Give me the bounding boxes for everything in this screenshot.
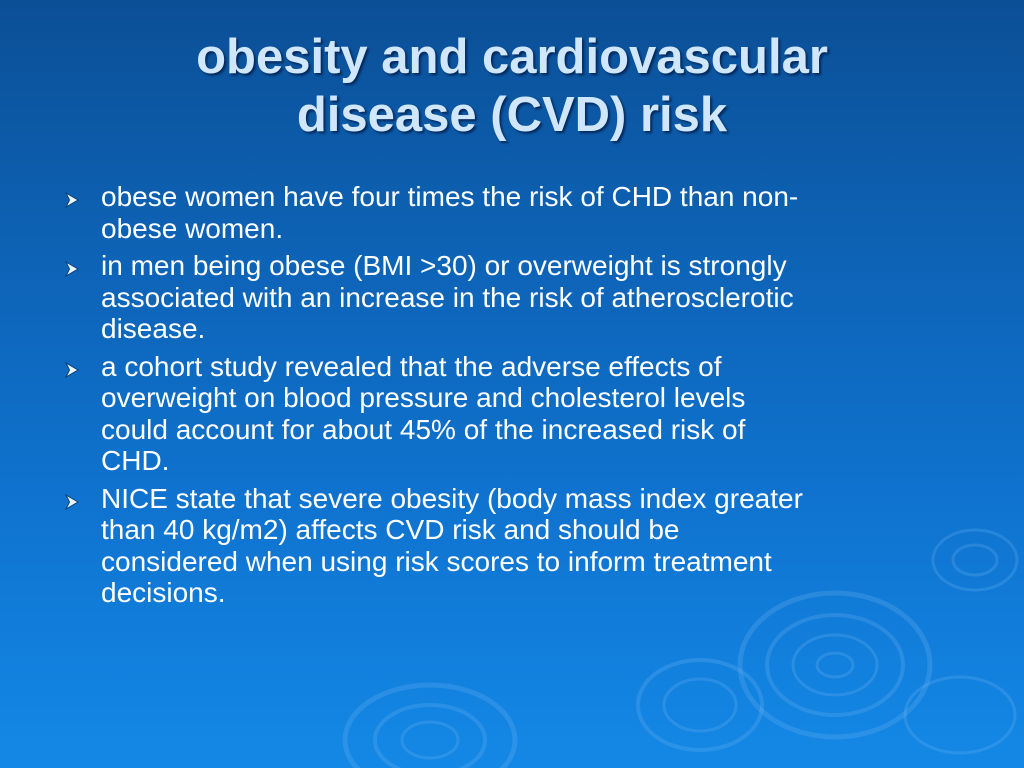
bullet-text-line: NICE state that severe obesity (body mas… [101,482,803,514]
bullet-text-line: in men being obese (BMI >30) or overweig… [101,250,787,281]
bullet-item: NICE state that severe obesity (body mas… [64,483,964,609]
bullet-text-line: could account for about 45% of the incre… [101,413,746,445]
arrow-bullet-icon [64,261,79,277]
bullet-item: in men being obese (BMI >30) or overweig… [64,250,964,345]
bullet-text-line: considered when using risk scores to inf… [101,545,772,577]
slide-title: obesity and cardiovascular disease (CVD)… [0,28,1024,144]
bullet-text-line: obese women have four times the risk of … [101,181,799,212]
bullet-text-line: associated with an increase in the risk … [101,281,794,313]
bullet-text-line: decisions. [101,577,226,608]
arrow-bullet-icon [64,361,79,378]
bullet-text-line: obese women. [101,212,284,244]
bullet-text-line: CHD. [101,445,170,476]
bullet-text-line: a cohort study revealed that the adverse… [101,350,722,382]
bullet-item: a cohort study revealed that the adverse… [64,351,964,477]
arrow-bullet-icon [64,192,79,208]
slide-title-line-2: disease (CVD) risk [296,88,728,142]
bullet-list: obese women have four times the risk of … [64,181,964,615]
bullet-text-line: disease. [101,313,206,344]
bullet-item: obese women have four times the risk of … [64,181,964,244]
bullet-text-line: overweight on blood pressure and cholest… [101,382,746,413]
arrow-bullet-icon [64,493,79,510]
slide-title-line-1: obesity and cardiovascular [196,30,828,84]
bullet-text-line: than 40 kg/m2) affects CVD risk and shou… [101,514,680,545]
